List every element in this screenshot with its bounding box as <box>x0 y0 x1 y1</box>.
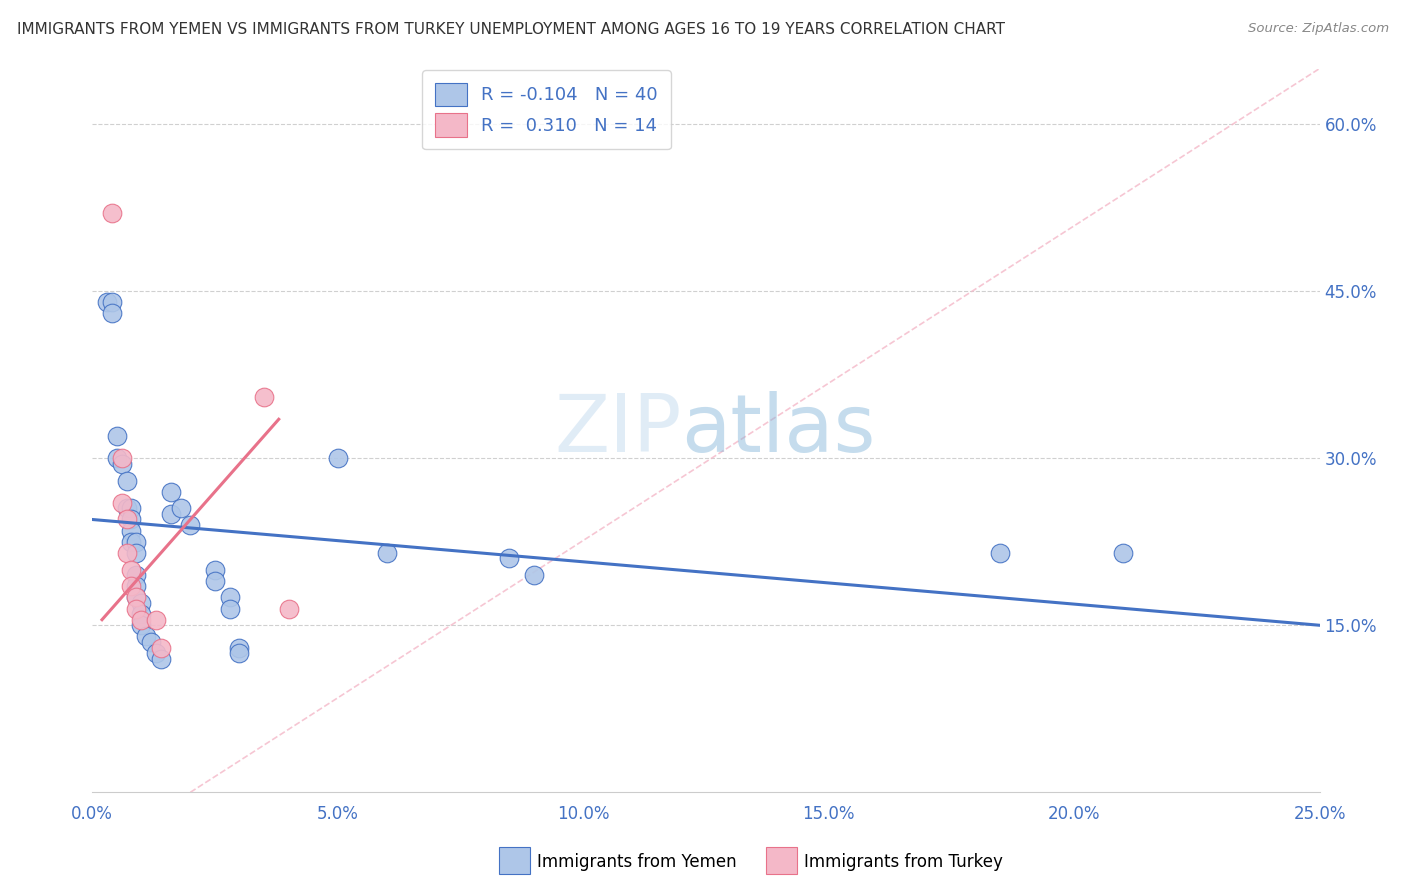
Point <box>139 635 162 649</box>
Point <box>129 596 152 610</box>
Point <box>111 496 134 510</box>
Point <box>129 607 152 621</box>
Point <box>120 501 142 516</box>
Point <box>105 451 128 466</box>
Point <box>115 512 138 526</box>
Point <box>149 640 172 655</box>
Point <box>101 206 124 220</box>
Point <box>125 568 148 582</box>
Point <box>105 429 128 443</box>
Text: ZIP: ZIP <box>554 392 682 469</box>
Point <box>120 579 142 593</box>
Point <box>204 574 226 588</box>
Point <box>120 563 142 577</box>
Point <box>135 629 157 643</box>
Point <box>125 579 148 593</box>
Point <box>101 306 124 320</box>
Legend: R = -0.104   N = 40, R =  0.310   N = 14: R = -0.104 N = 40, R = 0.310 N = 14 <box>422 70 671 149</box>
Point <box>145 646 167 660</box>
Point <box>129 613 152 627</box>
Point <box>111 457 134 471</box>
Point <box>115 546 138 560</box>
Point <box>120 534 142 549</box>
Point <box>498 551 520 566</box>
Text: Immigrants from Turkey: Immigrants from Turkey <box>804 853 1002 871</box>
Point <box>115 474 138 488</box>
Point <box>204 563 226 577</box>
Point <box>228 640 250 655</box>
Point <box>159 507 181 521</box>
Point <box>990 546 1012 560</box>
Point <box>253 390 276 404</box>
Point <box>277 601 299 615</box>
Point <box>228 646 250 660</box>
Point <box>125 546 148 560</box>
Point <box>149 651 172 665</box>
Point <box>125 534 148 549</box>
Point <box>169 501 191 516</box>
Point <box>326 451 349 466</box>
Point <box>101 295 124 310</box>
Point <box>145 613 167 627</box>
Point <box>125 591 148 605</box>
Point <box>125 591 148 605</box>
Point <box>218 601 240 615</box>
Point <box>96 295 118 310</box>
Text: atlas: atlas <box>682 392 876 469</box>
Point <box>179 518 201 533</box>
Point <box>218 591 240 605</box>
Point <box>125 601 148 615</box>
Point <box>375 546 398 560</box>
Text: Source: ZipAtlas.com: Source: ZipAtlas.com <box>1249 22 1389 36</box>
Point <box>111 451 134 466</box>
Text: IMMIGRANTS FROM YEMEN VS IMMIGRANTS FROM TURKEY UNEMPLOYMENT AMONG AGES 16 TO 19: IMMIGRANTS FROM YEMEN VS IMMIGRANTS FROM… <box>17 22 1005 37</box>
Point <box>120 512 142 526</box>
Text: Immigrants from Yemen: Immigrants from Yemen <box>537 853 737 871</box>
Point <box>129 618 152 632</box>
Point <box>115 501 138 516</box>
Point <box>523 568 546 582</box>
Point <box>1112 546 1135 560</box>
Point <box>159 484 181 499</box>
Point <box>120 524 142 538</box>
